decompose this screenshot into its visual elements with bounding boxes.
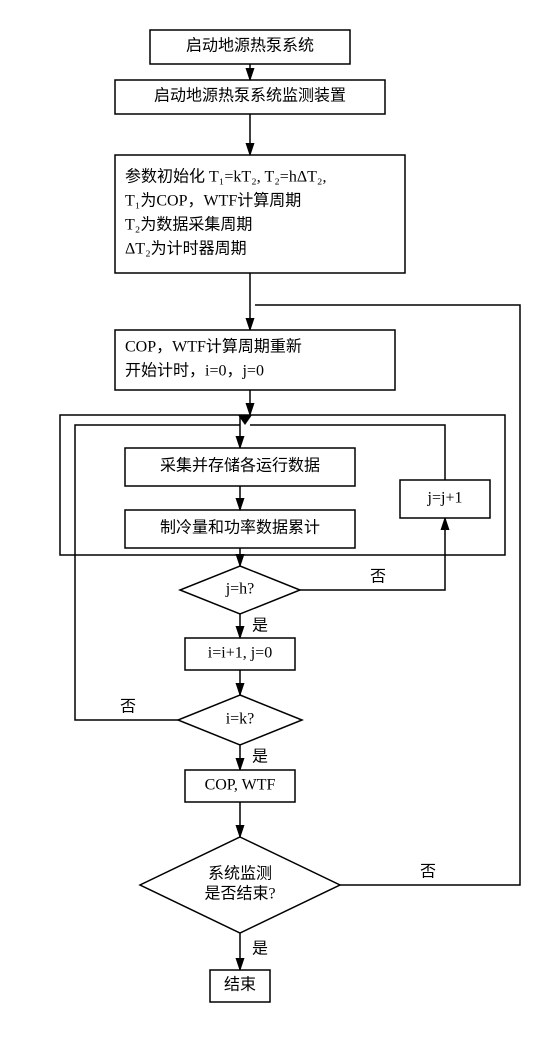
svg-text:启动地源热泵系统监测装置: 启动地源热泵系统监测装置 bbox=[154, 87, 346, 105]
svg-text:结束: 结束 bbox=[224, 976, 256, 994]
svg-text:参数初始化 T₁=kT₂, T₂=hΔT₂,: 参数初始化 T₁=kT₂, T₂=hΔT₂, bbox=[125, 168, 326, 186]
svg-text:是: 是 bbox=[252, 749, 268, 766]
svg-text:T₁为COP，WTF计算周期: T₁为COP，WTF计算周期 bbox=[125, 191, 301, 210]
svg-text:开始计时，i=0，j=0: 开始计时，i=0，j=0 bbox=[125, 362, 264, 380]
svg-text:采集并存储各运行数据: 采集并存储各运行数据 bbox=[160, 457, 320, 475]
svg-text:T₂为数据采集周期: T₂为数据采集周期 bbox=[125, 216, 252, 234]
svg-text:i=i+1, j=0: i=i+1, j=0 bbox=[208, 645, 272, 662]
svg-text:制冷量和功率数据累计: 制冷量和功率数据累计 bbox=[160, 519, 320, 537]
svg-text:COP，WTF计算周期重新: COP，WTF计算周期重新 bbox=[125, 337, 302, 356]
svg-text:是: 是 bbox=[252, 618, 268, 635]
svg-text:启动地源热泵系统: 启动地源热泵系统 bbox=[186, 37, 314, 55]
svg-text:是否结束?: 是否结束? bbox=[204, 885, 275, 903]
flowchart-svg: 启动地源热泵系统启动地源热泵系统监测装置参数初始化 T₁=kT₂, T₂=hΔT… bbox=[20, 20, 539, 1020]
svg-text:是: 是 bbox=[252, 941, 268, 958]
svg-text:否: 否 bbox=[370, 569, 386, 586]
svg-text:ΔT₂为计时器周期: ΔT₂为计时器周期 bbox=[125, 240, 247, 258]
svg-text:j=j+1: j=j+1 bbox=[427, 490, 463, 507]
svg-text:COP, WTF: COP, WTF bbox=[205, 777, 276, 794]
svg-text:j=h?: j=h? bbox=[225, 581, 255, 598]
svg-text:i=k?: i=k? bbox=[226, 711, 255, 728]
svg-text:否: 否 bbox=[120, 699, 136, 716]
svg-text:否: 否 bbox=[420, 864, 436, 881]
svg-text:系统监测: 系统监测 bbox=[208, 865, 272, 883]
